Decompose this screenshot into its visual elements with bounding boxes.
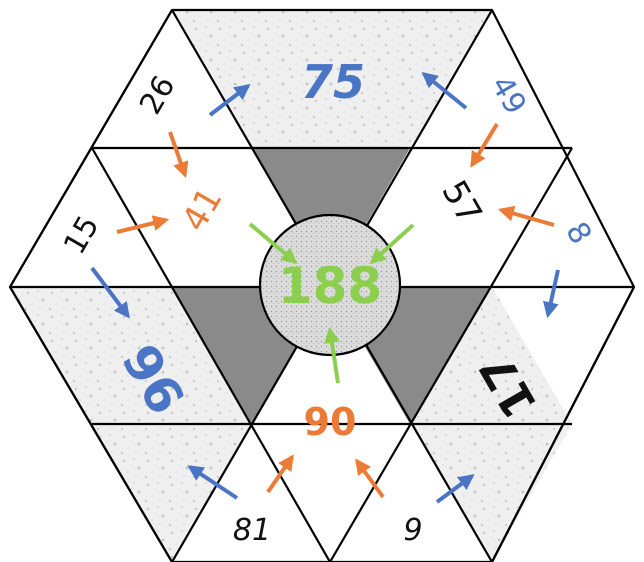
arrow-81-to-96: [187, 465, 239, 500]
arrow-26-to-75: [208, 84, 251, 117]
number-bottom-left-outer: 81: [233, 513, 271, 548]
arrow-8-to-57: [497, 205, 555, 227]
arrow-81-to-90: [266, 454, 294, 494]
arrow-49-to-57: [470, 122, 499, 168]
speckled-top-region: [172, 10, 492, 148]
center-value: 188: [278, 257, 382, 315]
number-bottom-right-outer: 9: [403, 513, 422, 548]
number-bottom-middle: 90: [304, 400, 357, 444]
arrow-9-to-90: [355, 458, 385, 499]
arrow-15-to-96: [90, 266, 130, 319]
arrow-8-to-17: [542, 269, 560, 319]
orange-arrows: [116, 122, 555, 499]
arrow-49-to-75: [421, 71, 468, 110]
arrow-15-to-41: [116, 215, 170, 234]
number-left-outer: 15: [57, 210, 106, 261]
number-right-outer: 8: [558, 216, 598, 250]
number-top-left-outer: 26: [133, 70, 182, 121]
arrow-57-to-center: [369, 223, 415, 265]
arrow-41-to-center: [248, 222, 298, 265]
arrow-9-to-17: [435, 474, 475, 504]
number-upper-right-inner: 57: [433, 174, 489, 231]
arrow-90-to-center: [324, 326, 340, 384]
blue-arrows: [90, 71, 560, 504]
green-arrows: [248, 222, 415, 384]
arrow-26-to-41: [168, 131, 189, 179]
number-top-middle: 75: [301, 55, 365, 109]
number-upper-left-inner: 41: [174, 181, 230, 238]
